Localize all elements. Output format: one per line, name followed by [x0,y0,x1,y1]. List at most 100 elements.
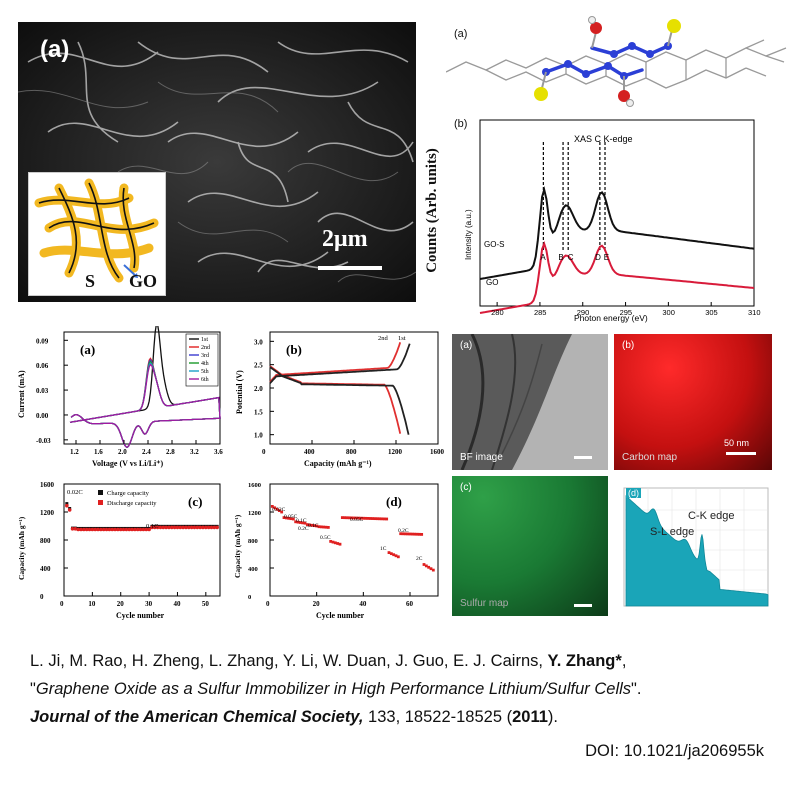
cycle-discharge-point [167,525,171,530]
cycle-discharge-point [198,525,202,530]
cv-series-6th [69,363,221,448]
cv-plot: 1.2 1.6 2.0 2.4 2.8 3.2 3.6 0.09 0.06 0.03 0.00 -0.… [17,326,223,468]
cv-figure: 1.2 1.6 2.0 2.4 2.8 3.2 3.6 0.09 0.06 0.03 0.00 -0.… [10,326,224,474]
vc-xtick-label: 0 [262,448,266,456]
citation-line-1: L. Ji, M. Rao, H. Zheng, L. Zhang, Y. Li… [30,648,626,674]
cycle-discharge-point [215,525,219,530]
rate-point [336,542,340,545]
xas-xtick-label: 305 [705,308,718,317]
cv-ytick-label: 0.03 [36,387,49,395]
rate-point [424,564,428,568]
inset-label-s: S [85,271,96,291]
molecule-panel-label: (a) [454,28,468,40]
xas-peak-label: A [540,253,546,262]
rate-xtick-label: 20 [313,600,321,608]
cv-ytick-label: -0.03 [36,437,51,445]
rate-point [368,517,372,520]
vc-ytick-label: 2.0 [254,385,263,393]
cycle-discharge-point [150,525,154,530]
cycle-discharge-point [195,525,200,530]
cycle-legend-discharge-marker [98,500,103,505]
rate-point [291,517,295,521]
rate-point [338,542,342,546]
cycle-ytick-label: 400 [40,565,51,573]
cv-ytick-label: 0.00 [36,412,49,420]
rate-point [333,541,337,545]
cycle-discharge-point [116,527,120,532]
xas-series-label-gos: GO-S [484,240,504,249]
xas-xlabel: Photon energy (eV) [574,313,648,323]
go-s-molecule [446,16,787,107]
citation-title-close: ". [631,680,642,698]
rate-point [373,517,377,521]
rate-point [329,540,333,543]
vc-figure: 0 400 800 1200 1600 3.0 2.5 2.0 1.5 1.0 (b) 2nd 1… [232,326,444,474]
molecule-figure: (a) [446,10,790,110]
cycle-discharge-point [79,527,83,532]
cycle-xtick-label: 30 [145,600,153,608]
cycle-discharge-point [104,527,109,532]
cycle-plot: 0 10 20 30 40 50 1600 1200 800 400 0 Charge capaci… [17,481,221,620]
cycle-discharge-point [107,527,112,532]
rate-point [378,517,382,521]
cv-plot-frame [63,331,221,445]
tem-b-label: Carbon map [622,452,678,463]
rate-point [417,532,421,536]
cycle-discharge-point [181,525,185,530]
rate-xlabel: Cycle number [316,611,365,620]
tem-b-scale-bar [726,452,756,455]
vc-plot: 0 400 800 1200 1600 3.0 2.5 2.0 1.5 1.0 (b) 2nd 1… [235,331,444,468]
citation-line-3: Journal of the American Chemical Society… [30,704,558,730]
rate-ylabel: Capacity (mAh g⁻¹) [233,514,242,578]
rate-point [284,516,288,520]
rate-point [364,516,368,520]
cycle-discharge-point [161,525,166,530]
xas-title: XAS C K-edge [574,134,633,144]
rate-point [322,525,326,529]
rate-point [361,516,365,520]
xas-panel-label: (b) [454,118,468,130]
cv-xlabel: Voltage (V vs Li/Li⁺) [92,459,163,468]
sem-figure: (a) S GO 2μm [18,22,416,302]
cycle-xtick-label: 40 [173,600,181,608]
rate-point [343,516,347,520]
cycle-discharge-point [187,525,191,530]
cycle-discharge-point [130,527,134,532]
tem-c-label: Sulfur map [460,598,509,609]
cycle-ytick-label: 0 [40,593,44,601]
cycle-discharge-point [113,527,117,532]
cycle-xtick-label: 10 [88,600,96,608]
rate-point [350,516,354,520]
xas-xtick-label: 280 [491,308,504,317]
tem-d-sl-edge: S-L edge [650,526,695,538]
rate-point [308,523,312,527]
cycle-discharge-point [110,527,115,532]
tem-eels-spectrum: (d) S-L edge C-K edge [614,480,772,616]
rate-point [357,516,361,520]
rate-figure: 0 20 40 60 1600 1200 800 400 0 0.02C 0.05C 0.1C 0.1… [232,478,444,624]
vc-label-2nd: 2nd [378,335,389,342]
vc-series-1st-discharge [269,366,410,435]
vc-ytick-label: 1.0 [254,432,263,440]
tem-bf-image: (a) BF image [452,334,608,470]
rate-annotation: 0.1C [296,518,307,524]
cycle-discharge-point [93,527,97,532]
cv-xtick-label: 2.4 [142,448,151,456]
xas-plot-frame [479,119,755,307]
tem-d-panel: (d) [626,488,641,498]
cv-ytick-label: 0.06 [36,362,49,370]
cycle-discharge-point [87,527,92,532]
cv-xtick-label: 2.8 [166,448,175,456]
cv-legend-item: 1st [201,337,208,343]
rate-point [385,517,389,521]
tem-a-label: BF image [460,452,503,463]
rate-point [396,555,400,559]
rate-point [401,532,405,536]
rate-annotation: 0.02C [272,507,286,513]
cycle-legend-charge: Charge capacity [107,490,150,497]
cycle-discharge-point [141,527,146,532]
rate-xtick-label: 0 [266,600,270,608]
citation-title-open: " [30,680,36,698]
rate-point [282,516,286,519]
